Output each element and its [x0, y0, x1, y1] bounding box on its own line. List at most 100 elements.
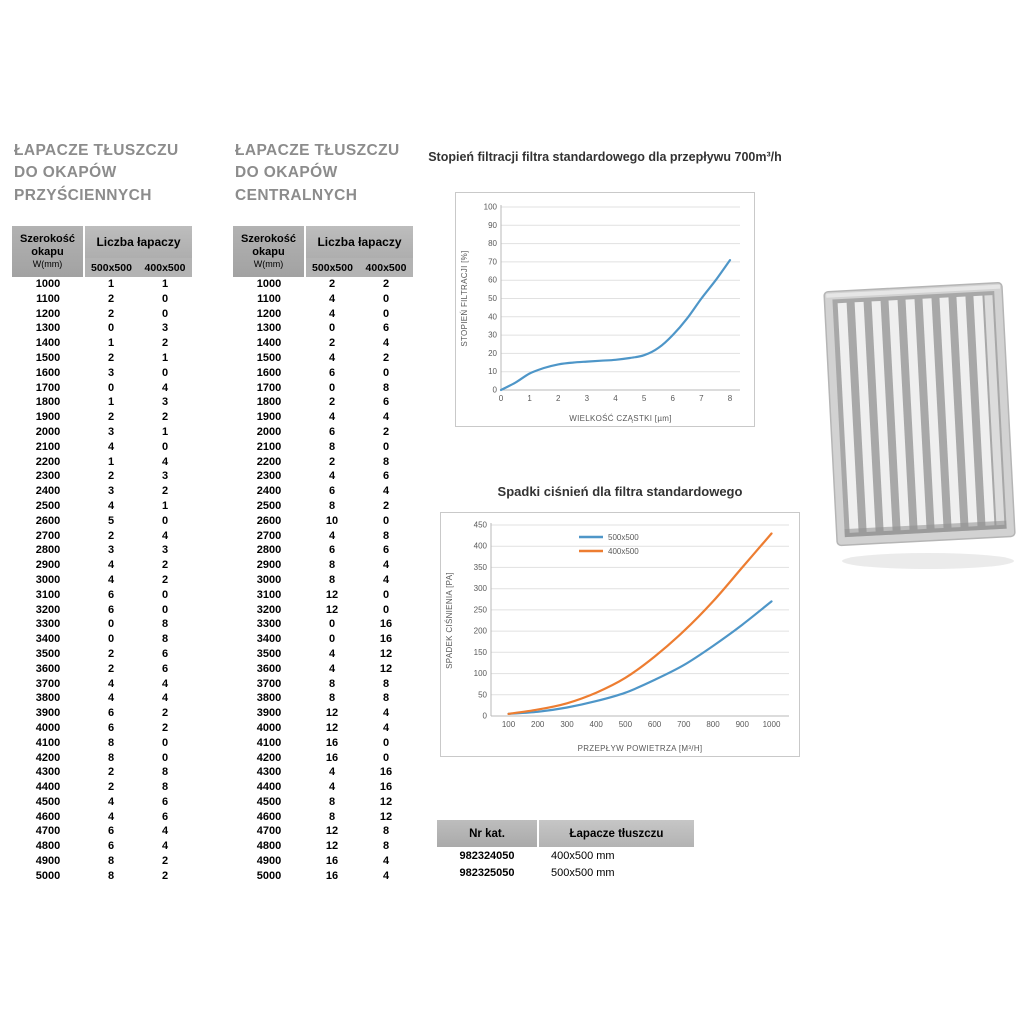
filter-count-cell: 2 — [161, 869, 169, 882]
hood-width-cell: 4100 — [256, 736, 282, 749]
y-tick-label: 450 — [474, 521, 488, 530]
hood-width-cell: 1400 — [35, 337, 61, 350]
filter-count-cell: 8 — [161, 618, 169, 631]
x-tick-label: 3 — [585, 394, 590, 403]
y-tick-label: 0 — [483, 712, 488, 721]
hood-width-cell: 3000 — [256, 573, 282, 586]
y-tick-label: 250 — [474, 605, 488, 614]
hood-width-cell: 1700 — [35, 381, 61, 394]
hood-width-cell: 2500 — [256, 499, 282, 512]
filter-count-cell: 0 — [107, 322, 115, 335]
table-row: 2100 8 0 — [233, 440, 413, 455]
filter-count-cell: 3 — [107, 366, 115, 379]
hood-width-cell: 4600 — [256, 810, 282, 823]
table-row: 1100 4 0 — [233, 292, 413, 307]
filter-count-cell: 6 — [107, 840, 115, 853]
hood-width-cell: 3300 — [256, 618, 282, 631]
filter-count-cell: 2 — [107, 470, 115, 483]
filter-count-cell: 0 — [328, 633, 336, 646]
table-row: 3600 2 6 — [12, 662, 192, 677]
table-row: 2600 5 0 — [12, 514, 192, 529]
filter-count-cell: 6 — [382, 396, 390, 409]
filter-count-cell: 3 — [161, 322, 169, 335]
y-tick-label: 0 — [493, 386, 498, 395]
hood-width-cell: 4000 — [35, 721, 61, 734]
hood-width-cell: 3900 — [35, 707, 61, 720]
table-row: 4800 12 8 — [233, 839, 413, 854]
table-row: 2000 6 2 — [233, 425, 413, 440]
filter-count-cell: 0 — [382, 440, 390, 453]
hood-width-cell: 4200 — [256, 751, 282, 764]
filter-count-cell: 16 — [379, 781, 393, 794]
hood-width-cell: 3600 — [35, 662, 61, 675]
x-tick-label: 200 — [531, 720, 545, 729]
width-header-line1: Szerokość — [240, 232, 297, 245]
filtration-chart-title: Stopień filtracji filtra standardowego d… — [428, 150, 782, 164]
hood-width-cell: 1800 — [256, 396, 282, 409]
filter-count-cell: 0 — [161, 440, 169, 453]
table-row: 1500 2 1 — [12, 351, 192, 366]
filter-count-cell: 3 — [161, 396, 169, 409]
x-tick-label: 300 — [560, 720, 574, 729]
filter-count-cell: 8 — [328, 499, 336, 512]
size-500x500-header: 500x500 — [84, 258, 138, 277]
hood-width-cell: 1300 — [256, 322, 282, 335]
filter-count-cell: 8 — [107, 855, 115, 868]
hood-width-cell: 3200 — [256, 603, 282, 616]
table-row: 3500 4 12 — [233, 647, 413, 662]
table-row: 3700 8 8 — [233, 677, 413, 692]
filter-count-cell: 8 — [328, 810, 336, 823]
table-row: 4500 8 12 — [233, 795, 413, 810]
y-tick-label: 50 — [488, 294, 497, 303]
filter-count-cell: 4 — [328, 647, 336, 660]
filter-count-cell: 12 — [325, 825, 339, 838]
filter-count-cell: 16 — [325, 869, 339, 882]
hood-width-cell: 3300 — [35, 618, 61, 631]
catalog-table-body: 982324050 400x500 mm 982325050 500x500 mm — [437, 847, 694, 881]
hood-width-cell: 3900 — [256, 707, 282, 720]
filter-count-cell: 6 — [107, 825, 115, 838]
filter-count-cell: 12 — [379, 662, 393, 675]
y-tick-label: 50 — [478, 690, 487, 699]
table-row: 2300 4 6 — [233, 469, 413, 484]
table-row: 4400 4 16 — [233, 780, 413, 795]
filter-count-cell: 12 — [325, 840, 339, 853]
filter-count-cell: 2 — [161, 411, 169, 424]
filter-count-cell: 16 — [325, 855, 339, 868]
filter-count-cell: 4 — [161, 692, 169, 705]
catalog-number-cell: 982324050 — [459, 849, 515, 862]
hood-width-cell: 2700 — [35, 529, 61, 542]
legend-label: 500x500 — [608, 533, 639, 542]
filter-count-cell: 0 — [382, 292, 390, 305]
central-hood-table-title: ŁAPACZE TŁUSZCZU DO OKAPÓW CENTRALNYCH — [235, 140, 445, 207]
catalog-row: 982325050 500x500 mm — [437, 864, 694, 881]
filter-count-cell: 2 — [107, 292, 115, 305]
hood-width-cell: 1900 — [35, 411, 61, 424]
table-row: 2400 3 2 — [12, 484, 192, 499]
table-row: 3500 2 6 — [12, 647, 192, 662]
table-row: 1500 4 2 — [233, 351, 413, 366]
filter-count-cell: 8 — [107, 869, 115, 882]
filter-count-cell: 0 — [107, 633, 115, 646]
x-tick-label: 700 — [677, 720, 691, 729]
table-row: 3800 8 8 — [233, 691, 413, 706]
catalog-number-table: Nr kat. Łapacze tłuszczu 982324050 400x50… — [435, 820, 696, 881]
title-line: DO OKAPÓW — [14, 164, 117, 182]
hood-width-cell: 2900 — [35, 559, 61, 572]
table-row: 4100 8 0 — [12, 736, 192, 751]
filter-count-cell: 4 — [161, 529, 169, 542]
table-header: Szerokość okapu W(mm) Liczba łapaczy 500… — [12, 226, 192, 277]
filter-count-cell: 1 — [161, 278, 169, 290]
grease-filter-photo — [823, 282, 1016, 569]
filter-count-cell: 4 — [328, 351, 336, 364]
wall-hood-table: Szerokość okapu W(mm) Liczba łapaczy 500… — [12, 226, 192, 884]
filter-count-cell: 2 — [161, 707, 169, 720]
table-row: 4200 8 0 — [12, 751, 192, 766]
hood-width-cell: 1100 — [36, 292, 60, 305]
y-tick-label: 150 — [474, 648, 488, 657]
table-row: 2900 4 2 — [12, 558, 192, 573]
filter-count-cell: 3 — [107, 485, 115, 498]
table-row: 1100 2 0 — [12, 292, 192, 307]
filter-count-cell: 12 — [325, 588, 339, 601]
table-row: 3400 0 8 — [12, 632, 192, 647]
